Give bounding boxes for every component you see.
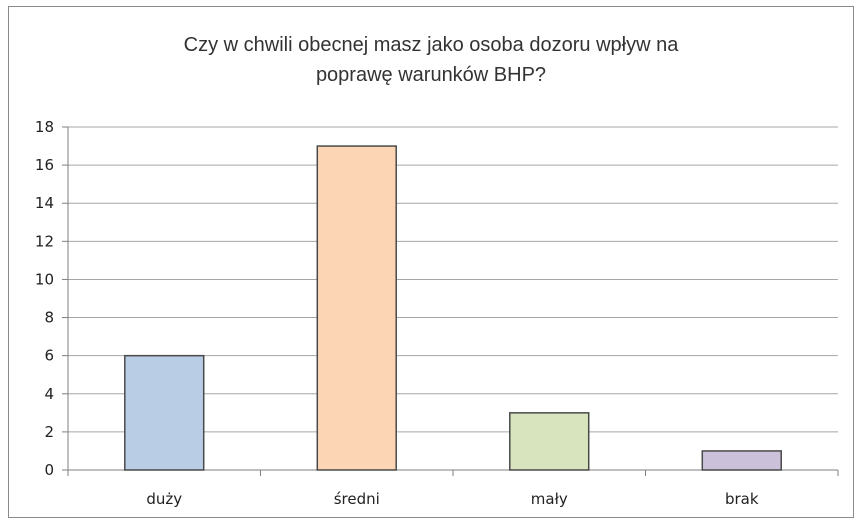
y-tick-label: 12	[35, 232, 54, 250]
bar-1	[316, 145, 397, 471]
y-tick-label: 14	[35, 194, 54, 212]
x-category-label: duży	[146, 490, 182, 508]
y-tick-label: 16	[35, 156, 54, 174]
y-tick-label: 2	[44, 423, 54, 441]
y-tick-label: 4	[44, 385, 54, 403]
bars	[124, 145, 782, 471]
y-tick-label: 18	[35, 118, 54, 136]
y-tick-label: 8	[44, 309, 54, 327]
bar-2	[509, 412, 590, 471]
y-tick-label: 10	[35, 270, 54, 288]
chart-title: Czy w chwili obecnej masz jako osoba doz…	[0, 30, 862, 90]
x-category-label: średni	[334, 490, 380, 508]
bar-3	[701, 450, 782, 471]
y-tick-label: 0	[44, 461, 54, 479]
x-category-label: brak	[725, 490, 759, 508]
chart-title-line-1: Czy w chwili obecnej masz jako osoba doz…	[183, 34, 679, 56]
bar-0	[124, 354, 205, 471]
chart-title-line-2: poprawę warunków BHP?	[315, 64, 547, 86]
x-category-label: mały	[531, 490, 568, 508]
axis-labels: 0 2 4 6 8 10 12 14 16 18 duży średni mały brak	[35, 118, 759, 508]
y-tick-label: 6	[44, 347, 54, 365]
